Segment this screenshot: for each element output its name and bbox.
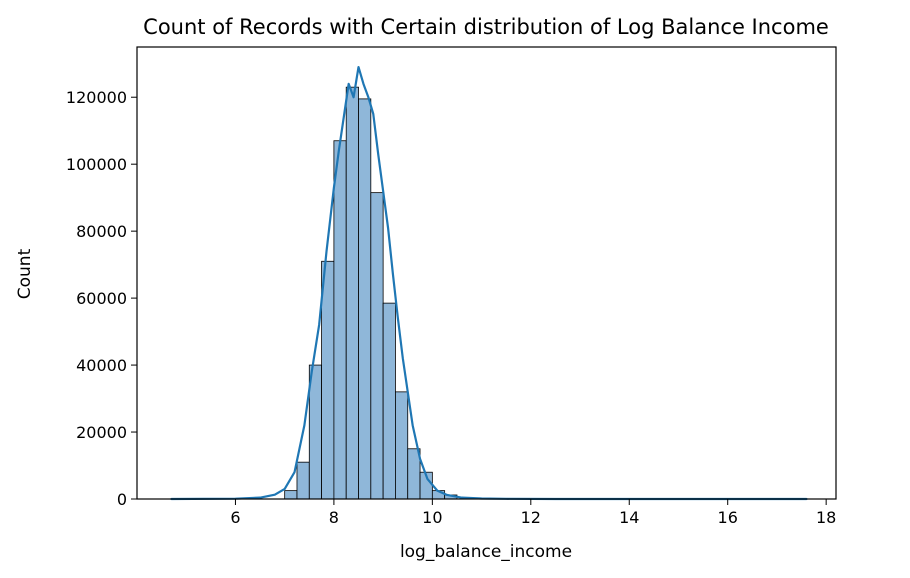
y-tick-label-6: 120000: [66, 88, 127, 107]
histogram-bar-1: [296, 461, 310, 500]
y-tick-label-5: 100000: [66, 155, 127, 174]
histogram-bar-8: [382, 302, 396, 500]
chart-title: Count of Records with Certain distributi…: [143, 15, 829, 39]
x-tick-label-4: 14: [619, 508, 639, 527]
histogram-bar-7: [370, 192, 384, 500]
y-axis-ticks: 0 20000 40000 60000 80000 100000 120000: [66, 88, 137, 509]
histogram-bar-4: [333, 140, 347, 500]
bars-layer: [284, 86, 458, 500]
histogram-bar-6: [358, 98, 372, 500]
x-tick-label-1: 8: [329, 508, 339, 527]
x-tick-label-3: 12: [521, 508, 541, 527]
histogram-bar-9: [395, 391, 409, 500]
kde-density-line: [170, 65, 808, 501]
x-axis-label: log_balance_income: [400, 542, 572, 562]
y-tick-label-2: 40000: [76, 356, 127, 375]
x-tick-label-5: 16: [718, 508, 738, 527]
histogram-bar-5: [345, 86, 359, 500]
y-axis-label: Count: [15, 248, 35, 299]
kde-layer: [170, 65, 808, 501]
axes-frame: [136, 46, 837, 500]
histogram-bar-2: [308, 364, 322, 500]
x-tick-label-2: 10: [422, 508, 442, 527]
y-tick-label-1: 20000: [76, 423, 127, 442]
y-tick-label-3: 60000: [76, 289, 127, 308]
x-tick-label-0: 6: [230, 508, 240, 527]
histogram-bar-10: [407, 448, 421, 500]
histogram-bar-3: [321, 260, 335, 500]
histogram-bar-0: [284, 490, 298, 500]
y-tick-label-0: 0: [117, 490, 127, 509]
x-tick-label-6: 18: [816, 508, 836, 527]
x-axis-ticks: 6 8 10 12 14 16 18: [230, 499, 836, 527]
y-tick-label-4: 80000: [76, 222, 127, 241]
